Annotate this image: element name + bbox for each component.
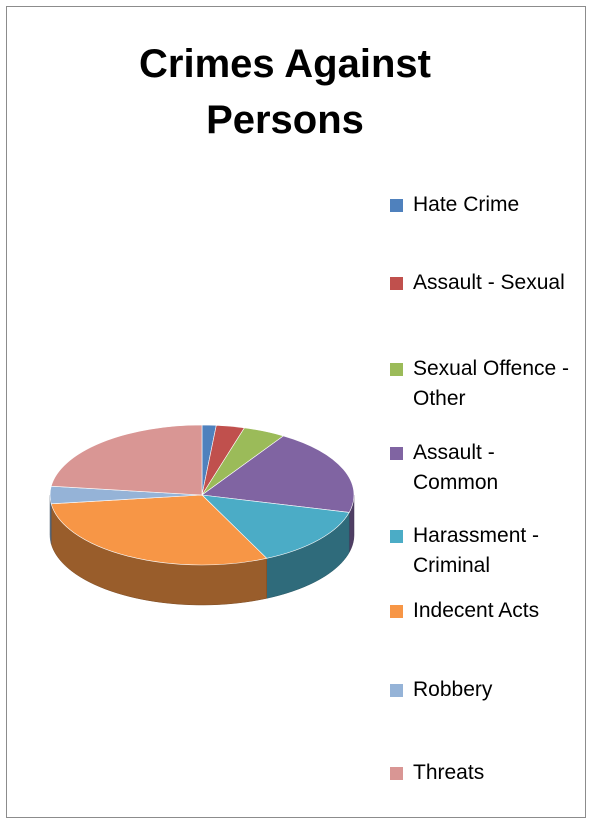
legend-swatch bbox=[390, 199, 403, 212]
pie-slice-threats bbox=[50, 424, 203, 496]
pie-slice-assault-common bbox=[201, 435, 355, 513]
legend-swatch bbox=[390, 277, 403, 290]
legend-label: Assault - Sexual bbox=[413, 271, 565, 294]
legend-swatch bbox=[390, 530, 403, 543]
legend-swatch bbox=[390, 605, 403, 618]
legend-swatch bbox=[390, 767, 403, 780]
legend-label: Assault - Common bbox=[413, 441, 499, 494]
pie-slice-harassment-criminal bbox=[201, 494, 350, 559]
legend-swatch bbox=[390, 363, 403, 376]
chart-frame bbox=[6, 6, 586, 818]
legend-label: Indecent Acts bbox=[413, 599, 540, 622]
chart-title: Crimes Against Persons bbox=[139, 42, 431, 142]
legend-swatch bbox=[390, 447, 403, 460]
legend-swatch bbox=[390, 684, 403, 697]
legend-label: Threats bbox=[413, 761, 485, 784]
legend-label: Hate Crime bbox=[413, 193, 520, 216]
legend-label: Harassment - Criminal bbox=[413, 524, 540, 577]
legend-label: Sexual Offence - Other bbox=[413, 357, 570, 410]
legend-label: Robbery bbox=[413, 678, 493, 701]
pie-slice-indecent-acts bbox=[50, 494, 268, 566]
